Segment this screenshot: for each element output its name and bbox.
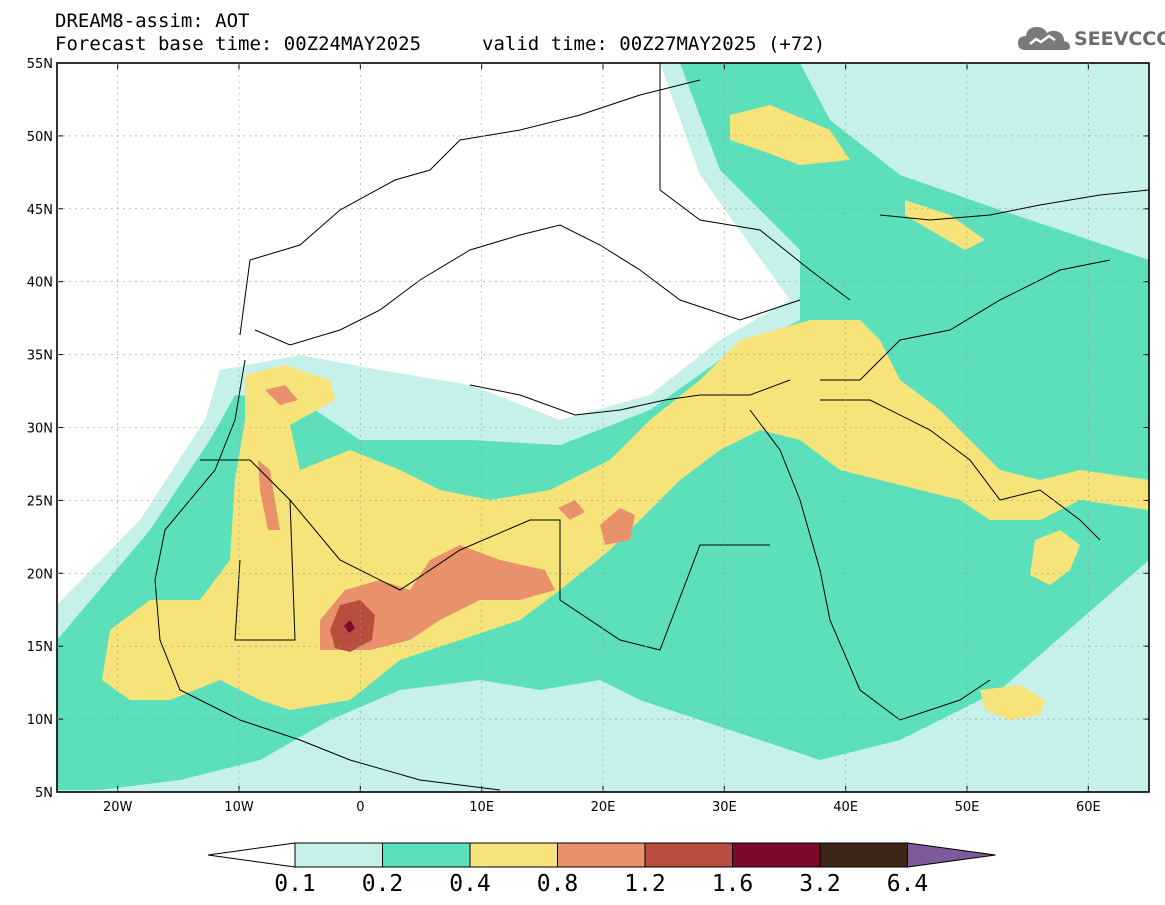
colorbar-segment xyxy=(382,842,471,868)
lon-label: 40E xyxy=(833,800,858,815)
aot-contour-0.8-morocco xyxy=(265,385,298,405)
map-title: DREAM8-assim: AOT xyxy=(55,10,250,32)
aot-contour-0.4-caspian xyxy=(905,200,985,250)
logo-text: SEEVCCC xyxy=(1074,28,1165,50)
cloud-icon xyxy=(1018,27,1070,50)
lat-label: 30N xyxy=(27,422,53,437)
aot-contour-0.4-somalia xyxy=(980,685,1045,720)
colorbar-segment xyxy=(644,842,733,868)
lon-label: 20E xyxy=(591,800,616,815)
lon-label: 50E xyxy=(955,800,980,815)
lon-label: 0 xyxy=(356,800,364,815)
lat-label: 40N xyxy=(27,276,53,291)
colorbar-segment xyxy=(819,842,908,868)
aot-contour-0.8-sahara xyxy=(320,545,555,650)
forecast-base-time: Forecast base time: 00Z24MAY2025 xyxy=(55,33,422,55)
aot-contour-1.6 xyxy=(344,620,355,633)
aot-contour-0.8-west xyxy=(258,460,280,530)
lon-label: 10W xyxy=(224,800,254,815)
colorbar-level-label: 0.2 xyxy=(362,871,404,897)
colorbar-under-triangle xyxy=(207,842,296,868)
lat-label: 25N xyxy=(27,494,53,509)
colorbar-level-label: 0.1 xyxy=(274,871,316,897)
colorbar-level-label: 1.6 xyxy=(712,871,754,897)
colorbar-segment xyxy=(732,842,821,868)
valid-time: valid time: 00Z27MAY2025 (+72) xyxy=(482,33,826,55)
lat-label: 15N xyxy=(27,640,53,655)
lat-label: 50N xyxy=(27,130,53,145)
lat-label: 10N xyxy=(27,713,53,728)
colorbar-level-label: 6.4 xyxy=(887,871,929,897)
aot-contour-0.8-chad xyxy=(600,508,635,545)
lat-label: 45N xyxy=(27,203,53,218)
colorbar-level-label: 0.8 xyxy=(537,871,579,897)
aot-contour-0.4-east-europe xyxy=(730,105,850,165)
colorbar-over-triangle xyxy=(907,842,996,868)
colorbar-segment xyxy=(294,842,383,868)
lon-label: 30E xyxy=(712,800,737,815)
lon-label: 60E xyxy=(1076,800,1101,815)
colorbar-level-label: 1.2 xyxy=(624,871,666,897)
lon-label: 20W xyxy=(103,800,133,815)
lat-label: 20N xyxy=(27,567,53,582)
coastlines xyxy=(154,63,1149,791)
lat-label: 55N xyxy=(27,57,53,72)
colorbar-level-label: 3.2 xyxy=(799,871,841,897)
aot-contour-0.8-libya xyxy=(558,500,585,520)
lat-label: 5N xyxy=(35,786,53,801)
colorbar-segment xyxy=(469,842,558,868)
lat-label: 35N xyxy=(27,349,53,364)
aot-contour-0.4-oman xyxy=(1030,530,1080,585)
colorbar-segment xyxy=(557,842,646,868)
colorbar-level-label: 0.4 xyxy=(449,871,491,897)
seevccc-logo: SEEVCCC xyxy=(1016,22,1165,58)
lon-label: 10E xyxy=(469,800,494,815)
longitude-axis: 20W 10W 0 10E 20E 30E 40E 50E 60E xyxy=(103,63,1101,815)
